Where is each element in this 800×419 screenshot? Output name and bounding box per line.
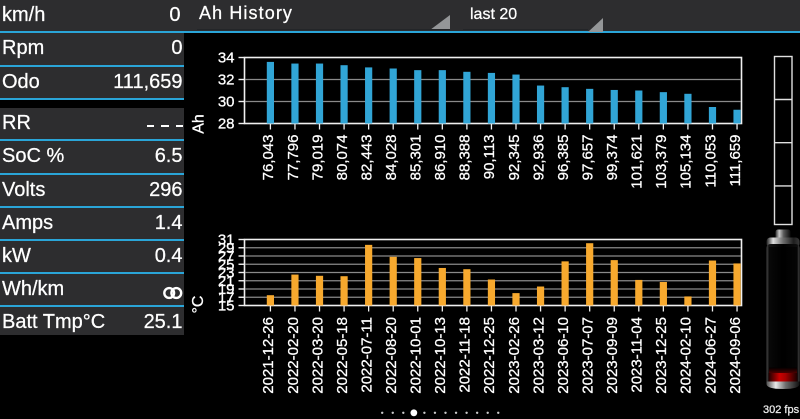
svg-text:2024-06-27: 2024-06-27 [702, 317, 719, 394]
svg-text:2022-02-20: 2022-02-20 [285, 317, 302, 394]
svg-text:2023-12-25: 2023-12-25 [653, 317, 670, 394]
svg-text:105,134: 105,134 [678, 135, 695, 189]
svg-text:2023-07-07: 2023-07-07 [579, 317, 596, 394]
svg-text:2024-09-06: 2024-09-06 [727, 317, 744, 394]
svg-text:82,443: 82,443 [358, 135, 375, 181]
svg-text:99,374: 99,374 [604, 135, 621, 181]
svg-text:Ah: Ah [191, 114, 208, 134]
svg-text:110,053: 110,053 [702, 135, 719, 188]
svg-text:76,043: 76,043 [260, 135, 277, 181]
svg-text:2023-03-12: 2023-03-12 [530, 317, 547, 394]
svg-text:28: 28 [218, 116, 235, 133]
svg-text:77,796: 77,796 [285, 135, 302, 181]
svg-text:2023-06-10: 2023-06-10 [555, 317, 572, 394]
svg-text:23: 23 [218, 265, 235, 282]
svg-text:32: 32 [218, 72, 235, 89]
svg-text:2023-09-09: 2023-09-09 [604, 317, 621, 394]
svg-text:29: 29 [218, 240, 235, 257]
svg-text:34: 34 [218, 50, 235, 67]
svg-text:103,379: 103,379 [653, 135, 670, 189]
svg-text:2022-11-18: 2022-11-18 [457, 317, 474, 393]
svg-text:27: 27 [218, 248, 235, 265]
svg-text:°C: °C [190, 296, 207, 314]
svg-text:2024-02-10: 2024-02-10 [678, 317, 695, 394]
svg-text:111,659: 111,659 [727, 135, 744, 187]
svg-text:85,301: 85,301 [408, 135, 425, 181]
svg-text:30: 30 [218, 94, 235, 111]
svg-text:15: 15 [218, 298, 235, 315]
svg-text:88,388: 88,388 [457, 135, 474, 181]
svg-text:2022-05-18: 2022-05-18 [334, 317, 351, 394]
svg-text:92,345: 92,345 [506, 135, 523, 181]
svg-text:2022-10-13: 2022-10-13 [432, 317, 449, 394]
svg-text:25: 25 [218, 256, 235, 273]
svg-text:2021-12-26: 2021-12-26 [260, 317, 277, 394]
svg-text:96,385: 96,385 [555, 135, 572, 181]
svg-text:2022-08-20: 2022-08-20 [383, 317, 400, 394]
svg-text:86,910: 86,910 [432, 135, 449, 181]
svg-text:19: 19 [218, 281, 235, 298]
svg-text:2022-07-11: 2022-07-11 [358, 317, 375, 393]
svg-text:84,028: 84,028 [383, 135, 400, 181]
svg-text:2023-02-26: 2023-02-26 [506, 317, 523, 394]
svg-text:101,621: 101,621 [629, 135, 646, 189]
svg-text:21: 21 [218, 273, 235, 290]
svg-text:79,019: 79,019 [309, 135, 326, 181]
svg-text:2022-12-25: 2022-12-25 [481, 317, 498, 394]
svg-text:80,074: 80,074 [334, 135, 351, 181]
svg-text:2022-10-01: 2022-10-01 [408, 317, 425, 394]
svg-text:2022-03-20: 2022-03-20 [309, 317, 326, 394]
svg-text:2023-11-04: 2023-11-04 [629, 317, 646, 393]
svg-text:90,113: 90,113 [481, 135, 498, 180]
svg-text:31: 31 [218, 232, 235, 249]
svg-text:97,657: 97,657 [579, 135, 596, 181]
svg-text:17: 17 [218, 289, 235, 306]
svg-text:92,936: 92,936 [530, 135, 547, 181]
